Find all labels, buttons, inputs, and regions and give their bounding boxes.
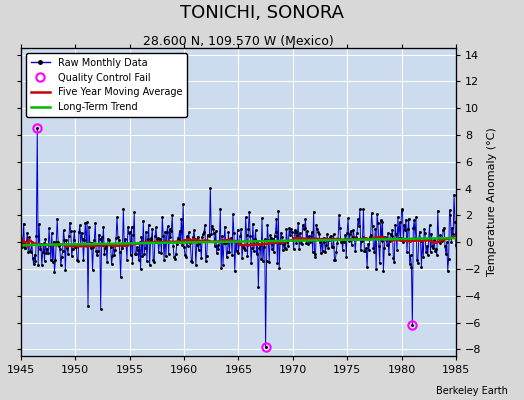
Legend: Raw Monthly Data, Quality Control Fail, Five Year Moving Average, Long-Term Tren: Raw Monthly Data, Quality Control Fail, … <box>26 53 187 117</box>
Title: 28.600 N, 109.570 W (Mexico): 28.600 N, 109.570 W (Mexico) <box>143 35 334 48</box>
Text: Berkeley Earth: Berkeley Earth <box>436 386 508 396</box>
Y-axis label: Temperature Anomaly (°C): Temperature Anomaly (°C) <box>487 128 497 276</box>
Text: TONICHI, SONORA: TONICHI, SONORA <box>180 4 344 22</box>
